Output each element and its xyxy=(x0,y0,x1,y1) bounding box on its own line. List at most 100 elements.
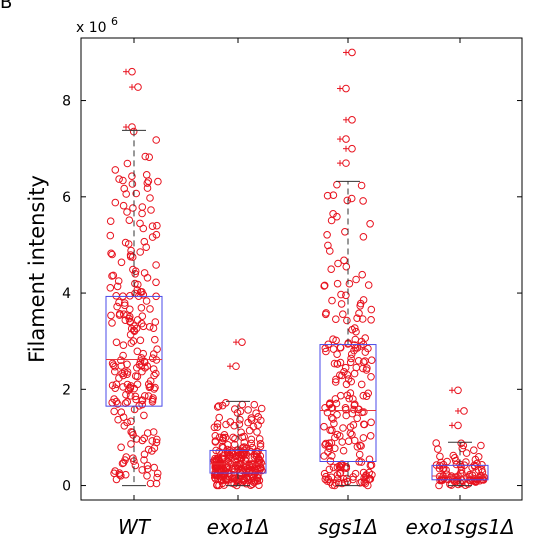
data-point xyxy=(326,426,335,435)
data-point xyxy=(341,363,350,372)
data-point xyxy=(356,441,364,450)
data-point xyxy=(137,304,146,312)
data-point xyxy=(367,373,375,381)
data-point xyxy=(333,360,342,368)
data-point xyxy=(153,435,161,444)
data-point xyxy=(341,404,350,412)
data-point xyxy=(212,472,220,480)
data-point xyxy=(331,378,340,386)
outlier-point xyxy=(454,421,462,430)
y-exponent-base: x 10 xyxy=(76,20,107,36)
data-point xyxy=(367,305,376,314)
data-point xyxy=(355,309,363,318)
data-point xyxy=(148,354,157,363)
data-point xyxy=(332,315,340,324)
data-point xyxy=(226,418,235,426)
data-point xyxy=(143,179,152,187)
data-point xyxy=(227,448,236,457)
data-point xyxy=(138,203,147,211)
data-point xyxy=(329,335,337,344)
data-point xyxy=(140,411,148,420)
data-point xyxy=(354,405,363,414)
data-point xyxy=(436,452,444,461)
data-point xyxy=(138,400,146,409)
data-point xyxy=(123,360,131,369)
data-point xyxy=(111,467,119,475)
data-point xyxy=(335,479,343,487)
y-tick-label: 6 xyxy=(62,190,71,206)
data-point xyxy=(121,456,129,464)
data-point xyxy=(237,454,245,463)
data-point xyxy=(341,228,349,236)
y-tick-label: 4 xyxy=(62,286,71,302)
data-point xyxy=(129,431,137,439)
data-point xyxy=(328,452,336,460)
data-point xyxy=(106,217,115,225)
data-point xyxy=(113,400,122,408)
data-point xyxy=(119,383,127,391)
outlier-point xyxy=(128,67,136,76)
data-point xyxy=(143,274,152,282)
data-point xyxy=(349,421,358,429)
data-point xyxy=(367,316,375,324)
data-point xyxy=(144,392,153,400)
data-point xyxy=(244,406,252,414)
data-point xyxy=(140,434,148,443)
data-point xyxy=(225,450,234,459)
data-point xyxy=(111,166,120,174)
data-point xyxy=(150,385,158,393)
data-point xyxy=(153,469,162,478)
data-point xyxy=(347,194,356,203)
data-point xyxy=(243,468,251,477)
data-point xyxy=(138,396,147,405)
data-point xyxy=(336,432,344,440)
data-point xyxy=(338,371,346,380)
data-point xyxy=(323,191,332,200)
data-point xyxy=(355,450,364,459)
data-point xyxy=(475,473,484,482)
data-point xyxy=(323,477,332,485)
data-point xyxy=(140,269,149,277)
data-point xyxy=(143,184,152,192)
data-point xyxy=(148,233,157,241)
outlier-point xyxy=(348,116,356,124)
data-point xyxy=(320,281,329,290)
data-point xyxy=(151,383,159,392)
data-point xyxy=(130,326,138,335)
data-point xyxy=(122,190,130,198)
data-point xyxy=(221,433,230,442)
data-point xyxy=(142,243,150,251)
data-point xyxy=(358,315,367,323)
data-point xyxy=(336,343,345,352)
data-point xyxy=(147,206,155,214)
data-point xyxy=(255,435,264,443)
data-point xyxy=(324,448,332,456)
data-point xyxy=(138,312,147,321)
data-point xyxy=(146,305,154,313)
data-point xyxy=(250,400,259,409)
data-point xyxy=(115,175,123,183)
data-point xyxy=(329,191,338,199)
data-point xyxy=(345,394,354,403)
data-point xyxy=(343,196,352,205)
data-point xyxy=(112,380,121,389)
data-point xyxy=(219,470,228,479)
data-point xyxy=(112,292,120,300)
data-point xyxy=(131,279,139,288)
data-point xyxy=(238,400,247,409)
data-point xyxy=(121,301,129,310)
data-point xyxy=(325,439,334,448)
data-point xyxy=(130,322,138,330)
data-point xyxy=(138,436,147,445)
data-point xyxy=(367,418,375,427)
data-point xyxy=(236,407,245,416)
data-point xyxy=(357,380,366,389)
data-point xyxy=(237,451,246,459)
data-point xyxy=(113,302,121,311)
data-point xyxy=(214,402,223,410)
data-point xyxy=(347,377,356,386)
data-point xyxy=(129,337,138,345)
data-point xyxy=(152,136,160,144)
y-exponent-label: x 10 6 xyxy=(76,15,118,36)
data-point xyxy=(468,463,476,472)
